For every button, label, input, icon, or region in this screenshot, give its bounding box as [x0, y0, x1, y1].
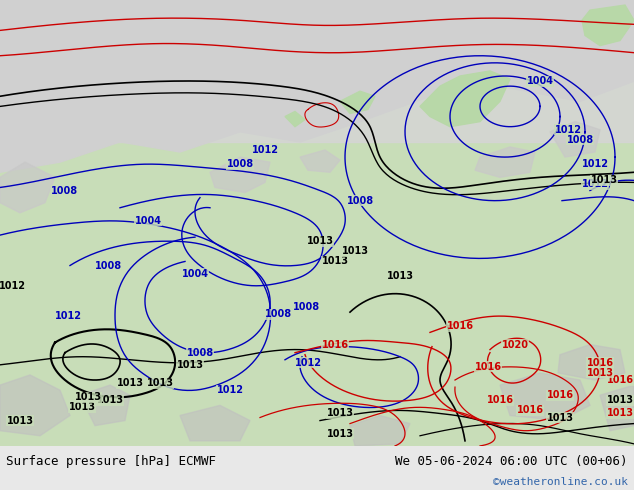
Text: 1013: 1013	[68, 402, 96, 413]
Text: 1008: 1008	[566, 135, 593, 145]
Text: 1004: 1004	[134, 216, 162, 226]
Text: 1013: 1013	[342, 246, 368, 256]
Text: 1008: 1008	[94, 261, 122, 270]
Text: 1016: 1016	[547, 390, 574, 400]
Text: 1016: 1016	[446, 321, 474, 331]
Text: 1013: 1013	[607, 409, 633, 418]
Text: 1013: 1013	[547, 413, 574, 422]
Text: 1016: 1016	[321, 340, 349, 349]
Polygon shape	[180, 405, 250, 441]
Bar	[0, 0, 634, 142]
Text: 1013: 1013	[590, 175, 618, 185]
Text: 1008: 1008	[51, 186, 79, 196]
Text: 1008: 1008	[264, 309, 292, 319]
Text: ©weatheronline.co.uk: ©weatheronline.co.uk	[493, 477, 628, 487]
Polygon shape	[80, 385, 130, 426]
Bar	[0, 0, 634, 203]
Polygon shape	[420, 71, 510, 127]
Text: 1013: 1013	[306, 236, 333, 246]
Text: 1008: 1008	[294, 302, 321, 312]
Text: 1016: 1016	[474, 362, 501, 372]
Text: 1012: 1012	[295, 358, 321, 368]
Polygon shape	[0, 0, 634, 172]
Text: 1013: 1013	[96, 395, 124, 405]
Text: 1008: 1008	[186, 348, 214, 358]
Polygon shape	[582, 5, 634, 46]
Bar	[0, 203, 634, 446]
Polygon shape	[600, 385, 634, 431]
Polygon shape	[285, 112, 305, 127]
Text: 1012: 1012	[581, 179, 609, 190]
Text: 1004: 1004	[526, 76, 553, 86]
Polygon shape	[300, 150, 340, 172]
Text: 1008: 1008	[226, 159, 254, 169]
Text: 1012: 1012	[0, 281, 25, 291]
Text: 1013: 1013	[146, 378, 174, 388]
Text: 1013: 1013	[327, 409, 354, 418]
Text: 1016: 1016	[486, 395, 514, 405]
Text: 1013: 1013	[75, 392, 101, 402]
Text: 1016: 1016	[517, 405, 543, 416]
Text: 1016: 1016	[586, 358, 614, 368]
Text: 1013: 1013	[327, 429, 354, 439]
Polygon shape	[340, 91, 375, 114]
Text: 1012: 1012	[252, 145, 278, 155]
Text: 1012: 1012	[581, 159, 609, 169]
Polygon shape	[0, 162, 55, 213]
Text: 1020: 1020	[501, 340, 529, 349]
Polygon shape	[475, 147, 535, 177]
Text: 1004: 1004	[181, 269, 209, 279]
Text: 1013: 1013	[6, 416, 34, 425]
Text: Surface pressure [hPa] ECMWF: Surface pressure [hPa] ECMWF	[6, 455, 216, 468]
Polygon shape	[558, 344, 625, 380]
Text: 1012: 1012	[216, 385, 243, 395]
Polygon shape	[550, 122, 600, 157]
Polygon shape	[350, 416, 410, 446]
Text: 1013: 1013	[176, 360, 204, 370]
Text: 1008: 1008	[346, 196, 373, 206]
Text: We 05-06-2024 06:00 UTC (00+06): We 05-06-2024 06:00 UTC (00+06)	[395, 455, 628, 468]
Text: 1012: 1012	[555, 125, 581, 135]
Polygon shape	[500, 373, 590, 420]
Polygon shape	[210, 157, 270, 193]
Text: 1013: 1013	[321, 256, 349, 267]
Text: 1013: 1013	[387, 270, 413, 281]
Text: 1013: 1013	[607, 395, 633, 405]
Text: 1012: 1012	[55, 311, 82, 321]
Text: 1016: 1016	[607, 375, 633, 385]
Text: 1013: 1013	[586, 368, 614, 378]
Text: 1013: 1013	[117, 378, 143, 388]
Polygon shape	[0, 375, 70, 436]
